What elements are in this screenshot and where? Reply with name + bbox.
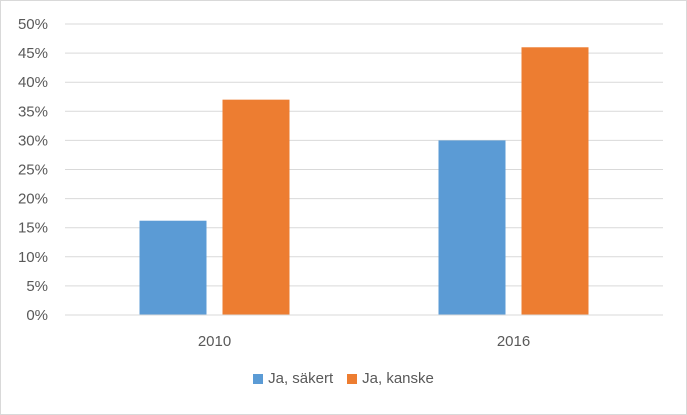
y-axis-ticks: 0% 5% 10% 15% 20% 25% 30% 35% 40% 45% 50% xyxy=(18,16,48,324)
bars xyxy=(65,47,663,316)
bar-2010-series-0 xyxy=(139,220,207,315)
y-tick-label: 5% xyxy=(26,278,48,295)
x-tick-label: 2010 xyxy=(198,333,231,350)
y-tick-label: 20% xyxy=(18,191,48,208)
y-tick-label: 30% xyxy=(18,132,48,149)
bar-2016-series-0 xyxy=(438,140,506,315)
y-tick-label: 35% xyxy=(18,103,48,120)
legend-label-series-1: Ja, kanske xyxy=(362,370,434,387)
bar-2010-series-1 xyxy=(222,99,290,315)
legend-swatch-series-0 xyxy=(253,373,264,384)
legend-swatch-series-1 xyxy=(347,373,358,384)
y-tick-label: 40% xyxy=(18,74,48,91)
x-tick-label: 2016 xyxy=(497,333,530,350)
legend-item-series-0: Ja, säkert xyxy=(253,370,333,387)
y-tick-label: 50% xyxy=(18,16,48,33)
legend-item-series-1: Ja, kanske xyxy=(347,370,434,387)
y-tick-label: 15% xyxy=(18,220,48,237)
bar-2016-series-1 xyxy=(521,47,589,315)
legend: Ja, säkert Ja, kanske xyxy=(0,370,687,387)
legend-label-series-0: Ja, säkert xyxy=(268,370,334,387)
y-tick-label: 25% xyxy=(18,162,48,179)
x-axis-ticks: 2010 2016 xyxy=(198,333,530,350)
y-tick-label: 45% xyxy=(18,45,48,62)
y-tick-label: 10% xyxy=(18,249,48,266)
y-tick-label: 0% xyxy=(26,307,48,324)
